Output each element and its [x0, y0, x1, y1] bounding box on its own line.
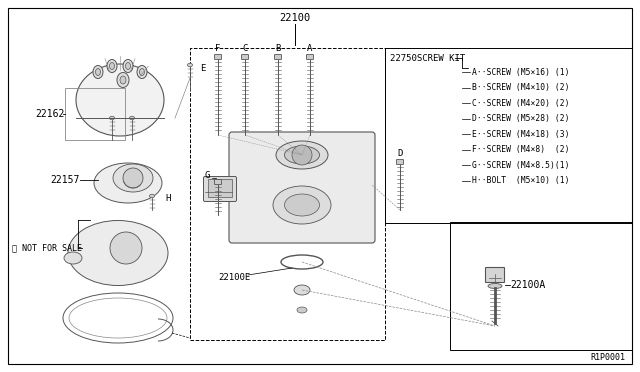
Ellipse shape	[120, 76, 126, 84]
Ellipse shape	[276, 141, 328, 169]
Text: 22162: 22162	[35, 109, 65, 119]
Text: R1P0001: R1P0001	[590, 353, 625, 362]
Ellipse shape	[109, 116, 115, 120]
Text: F: F	[215, 44, 221, 52]
Ellipse shape	[273, 186, 331, 224]
Circle shape	[110, 232, 142, 264]
Circle shape	[292, 145, 312, 165]
Ellipse shape	[297, 307, 307, 313]
Text: B: B	[275, 44, 281, 52]
FancyBboxPatch shape	[229, 132, 375, 243]
Ellipse shape	[107, 60, 117, 73]
Bar	[208, 179, 232, 197]
Text: H··BOLT  (M5×10) (1): H··BOLT (M5×10) (1)	[472, 176, 570, 185]
FancyBboxPatch shape	[307, 55, 314, 60]
Ellipse shape	[64, 252, 82, 264]
Bar	[450, 222, 632, 350]
Ellipse shape	[109, 62, 115, 70]
FancyBboxPatch shape	[214, 55, 221, 60]
Circle shape	[123, 168, 143, 188]
Ellipse shape	[94, 163, 162, 203]
Text: 22100A: 22100A	[510, 280, 545, 290]
FancyBboxPatch shape	[214, 180, 221, 185]
Ellipse shape	[294, 285, 310, 295]
Ellipse shape	[95, 68, 100, 76]
Text: 22100E: 22100E	[218, 273, 250, 282]
Text: A: A	[307, 44, 313, 52]
Ellipse shape	[113, 164, 153, 192]
Text: 22750SCREW KIT: 22750SCREW KIT	[390, 54, 465, 62]
Text: D··SCREW (M5×28) (2): D··SCREW (M5×28) (2)	[472, 114, 570, 123]
Ellipse shape	[129, 116, 134, 120]
Ellipse shape	[76, 64, 164, 136]
Text: F··SCREW (M4×8)  (2): F··SCREW (M4×8) (2)	[472, 145, 570, 154]
FancyBboxPatch shape	[275, 55, 282, 60]
Text: E··SCREW (M4×18) (3): E··SCREW (M4×18) (3)	[472, 129, 570, 138]
Ellipse shape	[285, 146, 319, 164]
Text: A··SCREW (M5×16) (1): A··SCREW (M5×16) (1)	[472, 67, 570, 77]
Text: C··SCREW (M4×20) (2): C··SCREW (M4×20) (2)	[472, 99, 570, 108]
Text: E: E	[200, 64, 205, 73]
Ellipse shape	[117, 73, 129, 87]
Ellipse shape	[285, 194, 319, 216]
Text: C: C	[243, 44, 248, 52]
Ellipse shape	[68, 221, 168, 285]
Ellipse shape	[125, 62, 131, 70]
Text: G: G	[204, 170, 210, 180]
Ellipse shape	[488, 283, 502, 289]
Text: B··SCREW (M4×10) (2): B··SCREW (M4×10) (2)	[472, 83, 570, 92]
Bar	[65, 88, 125, 140]
Text: D: D	[397, 148, 403, 157]
Bar	[190, 48, 385, 340]
Ellipse shape	[140, 68, 145, 76]
Ellipse shape	[188, 63, 193, 67]
Ellipse shape	[150, 194, 154, 198]
Bar	[385, 48, 632, 223]
Text: 22100: 22100	[280, 13, 310, 23]
FancyBboxPatch shape	[486, 267, 504, 282]
Text: G··SCREW (M4×8.5)(1): G··SCREW (M4×8.5)(1)	[472, 160, 570, 170]
Text: ※ NOT FOR SALE: ※ NOT FOR SALE	[12, 244, 82, 253]
Ellipse shape	[137, 65, 147, 78]
Text: 22157: 22157	[50, 175, 79, 185]
Text: H: H	[165, 193, 170, 202]
FancyBboxPatch shape	[241, 55, 248, 60]
FancyBboxPatch shape	[204, 176, 237, 202]
FancyBboxPatch shape	[397, 160, 403, 164]
Ellipse shape	[123, 60, 133, 73]
Ellipse shape	[93, 65, 103, 78]
